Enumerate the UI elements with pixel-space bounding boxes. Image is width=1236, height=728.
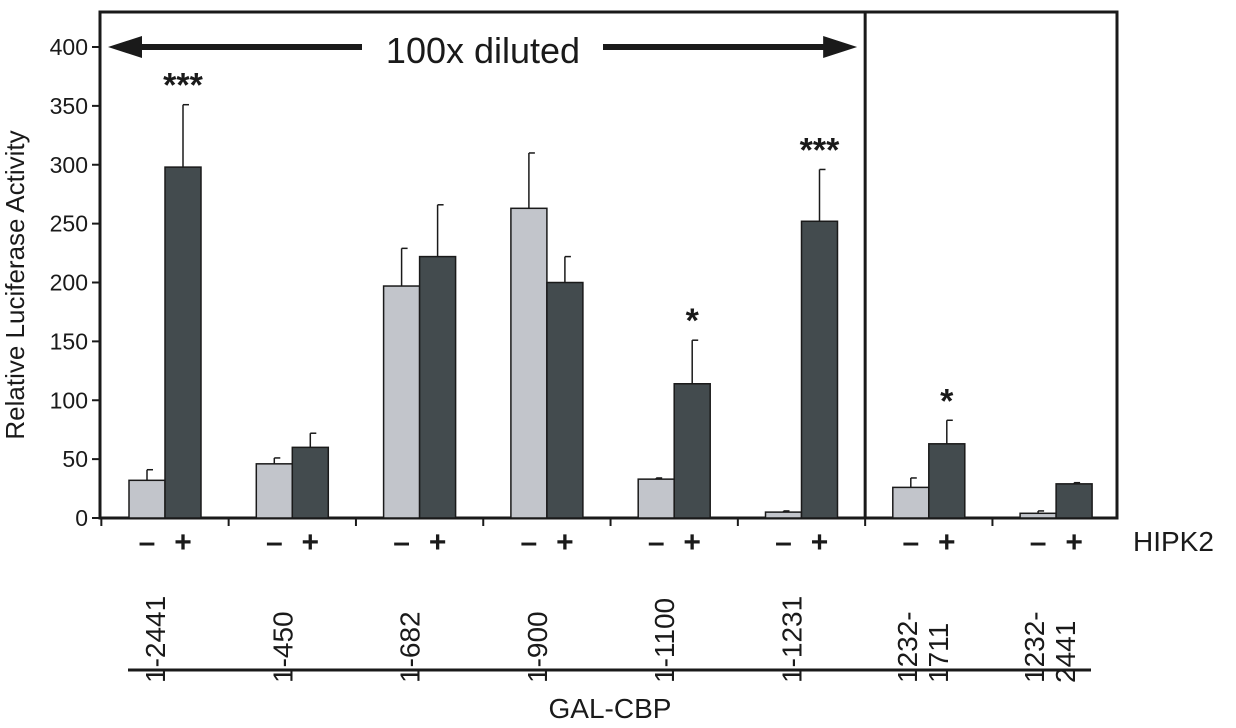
bar [255,463,294,519]
significance-marker: * [940,382,954,420]
plus-condition-label: + [556,526,574,559]
bar [418,255,457,519]
bar [764,511,803,519]
minus-condition-label: – [521,526,538,559]
y-tick-label: 150 [50,328,88,354]
plus-condition-label: + [938,526,956,559]
y-tick-label: 0 [75,505,88,531]
dilution-arrowhead-left [108,36,142,58]
minus-condition-label: – [902,526,919,559]
category-label: 1-2441 [140,596,171,683]
hipk2-condition-label: HIPK2 [1133,526,1214,557]
dilution-label: 100x diluted [386,30,580,71]
bar [128,479,166,519]
significance-marker: * [686,302,700,340]
bar [546,281,584,519]
y-tick-label: 300 [50,152,88,178]
y-tick-label: 200 [50,270,88,296]
bar [382,285,421,519]
bar [291,446,330,519]
bar [673,383,711,519]
y-tick-label: 400 [50,34,88,60]
bar [928,443,966,519]
category-label: 1-1100 [649,598,680,683]
minus-condition-label: – [1030,526,1047,559]
x-axis-title: GAL-CBP [549,693,672,724]
bar [1055,483,1093,519]
minus-condition-label: – [775,526,792,559]
plot-frame [98,10,1119,520]
plus-condition-label: + [1065,526,1083,559]
category-label: 1-900 [522,611,553,683]
category-label-group: 1-1100 [649,598,680,683]
plus-condition-label: + [811,526,829,559]
bar [164,166,202,519]
bar [510,207,548,519]
plus-condition-label: + [302,526,320,559]
bar [1019,512,1057,519]
significance-marker: *** [800,131,840,169]
category-label: 1-1231 [777,596,808,683]
category-label: 2441 [1050,621,1081,683]
bar [892,486,930,519]
category-label-group: 1-682 [395,611,426,683]
category-label: 1232- [1019,611,1050,683]
plus-condition-label: + [683,526,701,559]
bar [800,220,839,519]
minus-condition-label: – [139,526,156,559]
minus-condition-label: – [393,526,410,559]
y-tick-label: 100 [50,387,88,413]
minus-condition-label: – [648,526,665,559]
dilution-arrowhead-right [823,36,858,58]
y-tick-label: 350 [50,93,88,119]
bar [637,478,675,519]
y-tick-label: 250 [50,211,88,237]
plus-condition-label: + [429,526,447,559]
category-label-group: 1-900 [522,611,553,683]
y-tick-label: 50 [62,446,88,472]
significance-marker: *** [163,67,203,105]
category-label-group: 1-1231 [777,596,808,683]
minus-condition-label: – [266,526,283,559]
category-label: 1232- [892,611,923,683]
y-axis-title: Relative Luciferase Activity [0,130,30,439]
category-label: 1-682 [395,611,426,683]
category-label: 1-450 [267,611,298,683]
category-label-group: 1232- 2441 [1019,611,1081,683]
category-label-group: 1-2441 [140,596,171,683]
category-label-group: 1232- 1711 [892,611,954,683]
category-label: 1711 [923,623,954,683]
plus-condition-label: + [174,526,192,559]
category-label-group: 1-450 [267,611,298,683]
